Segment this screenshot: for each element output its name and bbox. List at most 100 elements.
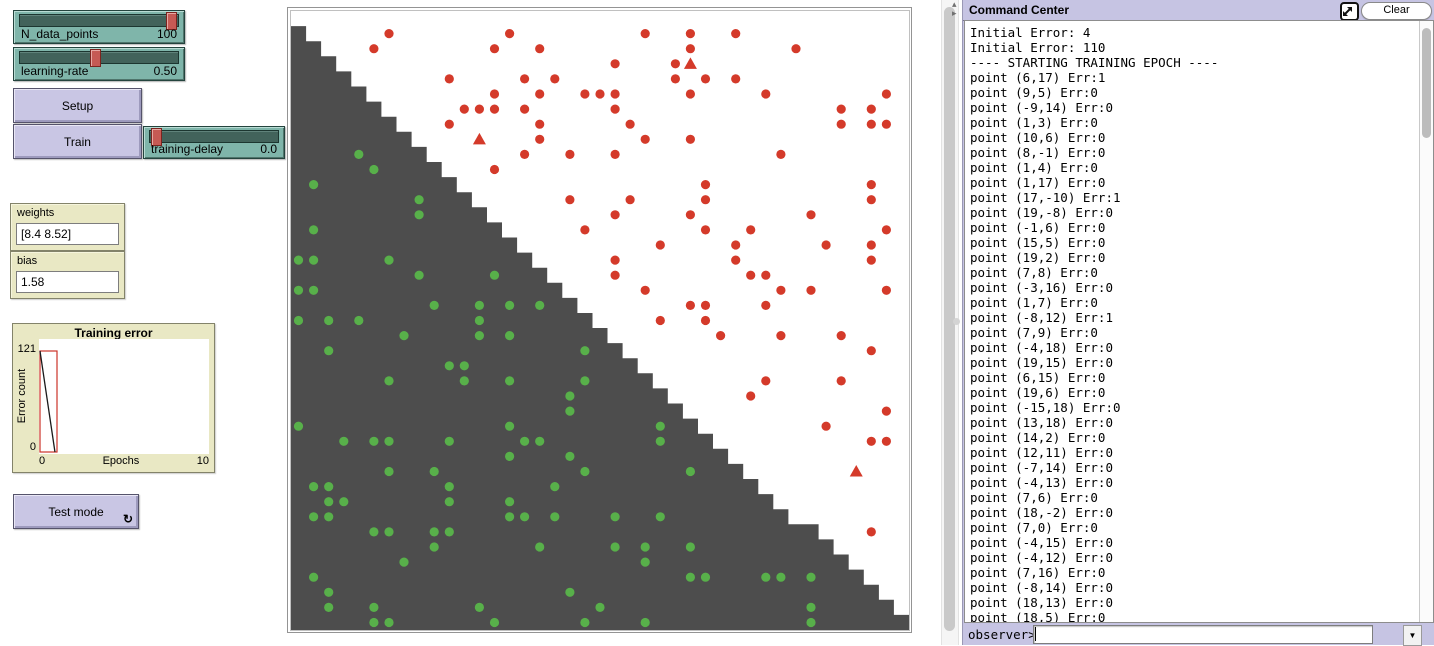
command-output-line: point (-4,15) Err:0	[970, 535, 1113, 550]
command-center-scrollbar[interactable]	[1419, 21, 1433, 622]
slider-track[interactable]	[149, 128, 279, 146]
slider-track[interactable]	[19, 49, 179, 67]
training-delay-slider[interactable]: training-delay 0.0	[143, 126, 285, 159]
splitter-handle[interactable]	[953, 318, 960, 325]
collapse-up-icon[interactable]: ▴	[952, 0, 957, 9]
setup-button[interactable]: Setup	[13, 88, 142, 123]
command-output-line: point (-1,6) Err:0	[970, 220, 1106, 235]
data-point-green	[399, 557, 409, 567]
data-point-green	[354, 315, 364, 326]
text-caret	[1035, 627, 1036, 641]
command-output-line: point (-4,12) Err:0	[970, 550, 1113, 565]
slider-handle[interactable]	[166, 12, 177, 30]
data-point-red	[685, 300, 695, 310]
data-point-green	[655, 421, 665, 431]
observer-command-input[interactable]	[1033, 625, 1373, 644]
data-point-red	[776, 331, 786, 341]
data-point-green	[505, 497, 515, 507]
learning-rate-slider[interactable]: learning-rate 0.50	[13, 47, 185, 81]
command-output-line: point (-8,14) Err:0	[970, 580, 1113, 595]
data-point-green	[369, 617, 379, 628]
data-point-red	[761, 89, 771, 99]
data-point-red	[806, 285, 816, 295]
data-point-red	[881, 285, 892, 295]
observer-prompt-label: observer>	[968, 627, 1036, 642]
data-point-red	[685, 89, 695, 99]
command-scrollbar-thumb[interactable]	[1422, 28, 1431, 138]
command-history-dropdown[interactable]: ▼	[1403, 625, 1422, 646]
clear-button[interactable]: Clear	[1361, 2, 1432, 20]
data-point-green	[580, 617, 590, 628]
error-line	[39, 350, 56, 453]
command-output-line: point (15,5) Err:0	[970, 235, 1106, 250]
command-output-line: point (6,17) Err:1	[970, 70, 1106, 85]
n-data-points-slider[interactable]: N_data_points 100	[13, 10, 185, 44]
data-point-green	[429, 466, 439, 477]
data-point-green	[324, 602, 334, 613]
data-point-red	[610, 89, 620, 99]
y-axis-max-label: 121	[17, 343, 36, 355]
data-point-green	[550, 482, 560, 492]
data-point-green	[429, 527, 439, 537]
command-output-line: point (-4,18) Err:0	[970, 340, 1113, 355]
data-point-red	[535, 134, 545, 144]
data-point-red	[776, 149, 786, 159]
command-output-line: point (18,13) Err:0	[970, 595, 1113, 610]
world-view[interactable]	[290, 10, 910, 631]
setup-button-label: Setup	[61, 98, 94, 113]
command-output-line: point (7,0) Err:0	[970, 520, 1098, 535]
data-point-red	[670, 74, 680, 84]
data-point-red	[836, 104, 846, 114]
data-point-red	[866, 195, 876, 205]
data-point-red	[700, 195, 711, 205]
x-axis-title: Epochs	[102, 455, 140, 467]
command-output-line: point (8,-1) Err:0	[970, 145, 1106, 160]
data-point-green	[324, 482, 334, 492]
data-point-red	[610, 149, 620, 159]
data-point-green	[580, 376, 590, 386]
data-point-green	[806, 617, 816, 628]
command-output-line: point (7,16) Err:0	[970, 565, 1106, 580]
slider-track[interactable]	[19, 12, 179, 30]
data-point-red	[655, 315, 665, 326]
data-point-red	[716, 331, 726, 341]
data-point-red	[565, 195, 575, 205]
data-point-red	[505, 29, 515, 39]
weights-monitor: weights [8.4 8.52]	[10, 203, 125, 251]
command-output-line: point (1,3) Err:0	[970, 115, 1098, 130]
data-point-red	[776, 285, 786, 295]
main-scrollbar-thumb[interactable]	[944, 7, 955, 631]
data-point-red	[610, 104, 620, 114]
data-point-green	[565, 451, 575, 461]
command-output-line: point (-9,14) Err:0	[970, 100, 1113, 115]
data-point-green	[505, 376, 515, 386]
data-point-red	[700, 74, 711, 84]
data-point-green	[444, 527, 454, 537]
data-point-red	[489, 89, 500, 99]
data-point-green	[414, 210, 424, 220]
data-point-green	[655, 512, 665, 522]
slider-handle[interactable]	[151, 128, 162, 146]
data-point-green	[655, 436, 665, 446]
data-point-green	[761, 572, 771, 582]
data-point-green	[535, 300, 545, 310]
data-point-red	[731, 240, 741, 250]
x-axis-max-label: 10	[196, 455, 209, 467]
slider-handle[interactable]	[90, 49, 101, 67]
collapse-right-icon[interactable]: ▸	[952, 8, 957, 18]
data-point-red	[791, 44, 801, 54]
data-point-green	[429, 542, 439, 552]
plot-area	[39, 339, 209, 454]
train-button[interactable]: Train	[13, 124, 142, 159]
export-icon[interactable]	[1340, 2, 1359, 21]
data-point-green	[444, 482, 454, 492]
test-mode-button[interactable]: Test mode ↻	[13, 494, 139, 529]
data-point-red	[881, 436, 892, 446]
data-point-green	[414, 270, 424, 280]
error-point-triangle	[472, 132, 486, 145]
data-point-green	[685, 466, 695, 477]
data-point-green	[444, 497, 454, 507]
data-point-red	[535, 89, 545, 99]
data-point-red	[836, 119, 846, 129]
data-point-green	[309, 225, 319, 235]
